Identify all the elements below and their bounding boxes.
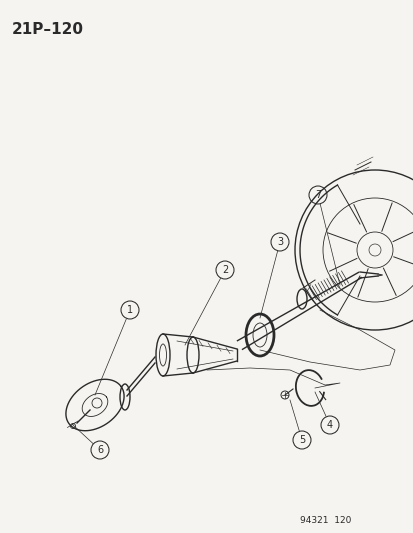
Text: 1: 1 xyxy=(127,305,133,315)
Text: 21P–120: 21P–120 xyxy=(12,22,84,37)
Text: 4: 4 xyxy=(326,420,332,430)
Text: 2: 2 xyxy=(221,265,228,275)
Text: 5: 5 xyxy=(298,435,304,445)
Text: 94321  120: 94321 120 xyxy=(299,516,351,525)
Text: 7: 7 xyxy=(314,190,320,200)
Text: 6: 6 xyxy=(97,445,103,455)
Text: 3: 3 xyxy=(276,237,282,247)
